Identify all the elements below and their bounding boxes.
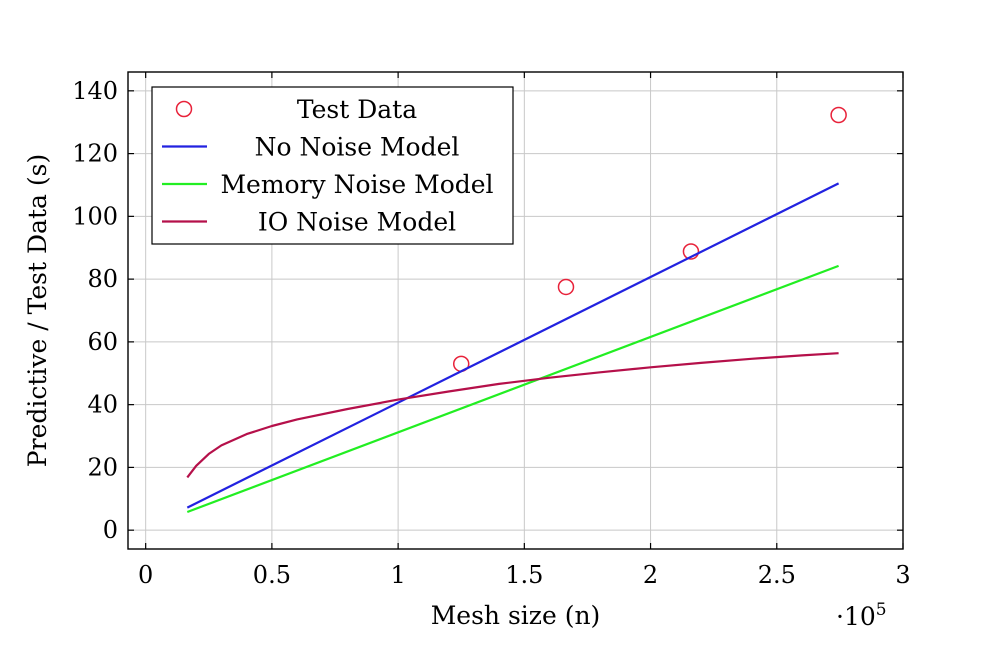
legend-marker: [175, 100, 193, 118]
x-tick-label: 2: [643, 561, 658, 589]
x-tick-label: 3: [895, 561, 910, 589]
x-axis-exponent-power: 5: [876, 600, 887, 620]
legend-entry-memory-noise-model: Memory Noise Model: [162, 170, 494, 199]
test-data-point: [830, 106, 847, 124]
y-tick-label: 80: [87, 265, 118, 293]
plot-frame: [127, 71, 904, 550]
legend-label: No Noise Model: [255, 133, 460, 162]
series-layer: [186, 106, 847, 514]
y-tick-label: 0: [103, 516, 118, 544]
axis-ticks: [128, 72, 904, 549]
io-noise-model-line: [186, 352, 839, 479]
y-tick-label: 20: [87, 453, 118, 481]
legend-box: [151, 86, 514, 245]
y-tick-label: 60: [87, 328, 118, 356]
memory-noise-model-line: [186, 264, 839, 514]
legend-entry-test-data: Test Data: [175, 95, 417, 124]
test-data-point: [557, 278, 575, 296]
y-tick-label: 120: [72, 140, 118, 168]
x-tick-label: 1.5: [505, 561, 543, 589]
test-data-point: [682, 243, 700, 260]
x-tick-label: 1: [390, 561, 405, 589]
legend-entry-no-noise-model: No Noise Model: [162, 133, 459, 162]
x-tick-label: 2.5: [758, 561, 796, 589]
x-axis-exponent: ·105: [836, 600, 887, 631]
legend-label: IO Noise Model: [258, 208, 456, 237]
legend-label: Memory Noise Model: [220, 170, 493, 199]
x-axis-label: Mesh size (n): [431, 601, 601, 630]
legend: Test Data No Noise Model Memory Noise Mode…: [151, 86, 514, 245]
x-tick-label: 0.5: [253, 561, 291, 589]
x-tick-label: 0: [138, 561, 153, 589]
tick-labels: 0 0.5 1 1.5 2 2.5 3 0 20 40 60 80 100 120 140: [72, 77, 910, 589]
y-tick-label: 100: [72, 202, 118, 230]
no-noise-model-line: [186, 182, 840, 509]
y-tick-label: 140: [72, 77, 118, 105]
legend-entry-io-noise-model: IO Noise Model: [162, 208, 456, 237]
y-tick-label: 40: [87, 391, 118, 419]
x-axis-exponent-base: ·10: [836, 602, 876, 631]
legend-label: Test Data: [297, 95, 417, 124]
y-axis-label: Predictive / Test Data (s): [23, 154, 52, 467]
